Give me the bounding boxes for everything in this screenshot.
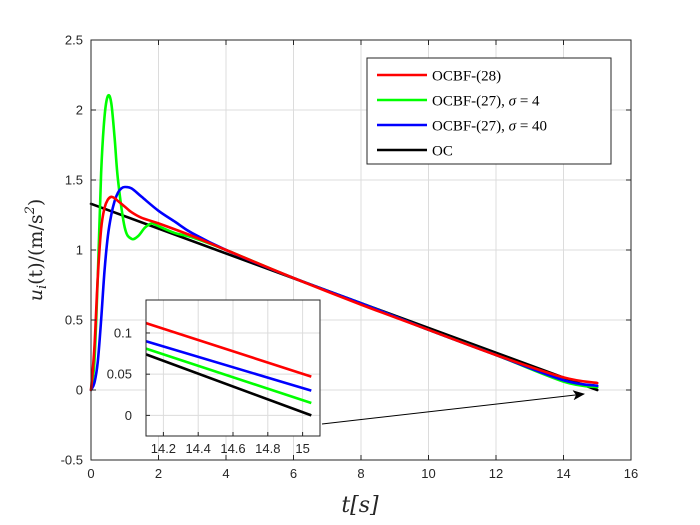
- y-tick-label: 0: [76, 383, 83, 398]
- x-tick-label: 12: [489, 466, 503, 481]
- inset-ticks: 14.2 14.4 14.6 14.8 15 0 0.05 0.1: [107, 325, 310, 456]
- inset-series-line-ocbf-27-40: [145, 339, 312, 392]
- inset-x-tick-label: 14.2: [151, 441, 176, 456]
- x-tick-label: 14: [556, 466, 570, 481]
- inset-y-tick-label: 0.1: [114, 325, 132, 340]
- x-tick-label: 16: [624, 466, 638, 481]
- x-tick-label: 4: [222, 466, 229, 481]
- inset-x-tick-label: 14.8: [255, 441, 280, 456]
- legend-label-oc: OC: [432, 144, 453, 160]
- main-series: [89, 93, 599, 392]
- inset: 14.2 14.4 14.6 14.8 15 0 0.05 0.1: [107, 299, 321, 456]
- x-tick-label: 8: [357, 466, 364, 481]
- inset-x-tick-label: 14.4: [186, 441, 211, 456]
- x-tick-label: 0: [87, 466, 94, 481]
- legend: OCBF-(28) OCBF-(27), σ = 4 OCBF-(27), σ = …: [366, 57, 612, 165]
- x-tick-label: 10: [421, 466, 435, 481]
- inset-x-tick-label: 14.6: [220, 441, 245, 456]
- main-ticks: 0 2 4 6 8 10 12 14 16 -0.5 0 0.5 1 1.5 2 2.5: [61, 33, 639, 482]
- x-tick-label: 6: [290, 466, 297, 481]
- inset-series-line-oc: [145, 353, 312, 417]
- legend-label-ocbf-27-4: OCBF-(27), σ = 4: [432, 94, 540, 110]
- y-tick-label: 2.5: [65, 33, 83, 48]
- inset-series-line-ocbf-27-4: [145, 347, 312, 405]
- x-axis-label: t[s]: [341, 493, 379, 518]
- y-tick-label: 1: [76, 243, 83, 258]
- legend-label-ocbf-27-40: OCBF-(27), σ = 40: [432, 119, 547, 135]
- series-line-ocbf-28: [89, 195, 599, 392]
- y-tick-label: -0.5: [61, 453, 83, 468]
- inset-y-tick-label: 0.05: [107, 367, 132, 382]
- inset-series: [145, 321, 312, 417]
- inset-series-line-ocbf-28: [145, 321, 312, 378]
- y-tick-label: 0.5: [65, 313, 83, 328]
- inset-y-tick-label: 0: [125, 408, 132, 423]
- y-tick-label: 1.5: [65, 173, 83, 188]
- x-tick-label: 2: [155, 466, 162, 481]
- zoom-arrow: [321, 390, 585, 425]
- legend-label-ocbf-28: OCBF-(28): [432, 69, 501, 85]
- y-tick-label: 2: [76, 103, 83, 118]
- inset-x-tick-label: 15: [295, 441, 309, 456]
- y-axis-label: ui(t)/(m/s2): [23, 199, 50, 302]
